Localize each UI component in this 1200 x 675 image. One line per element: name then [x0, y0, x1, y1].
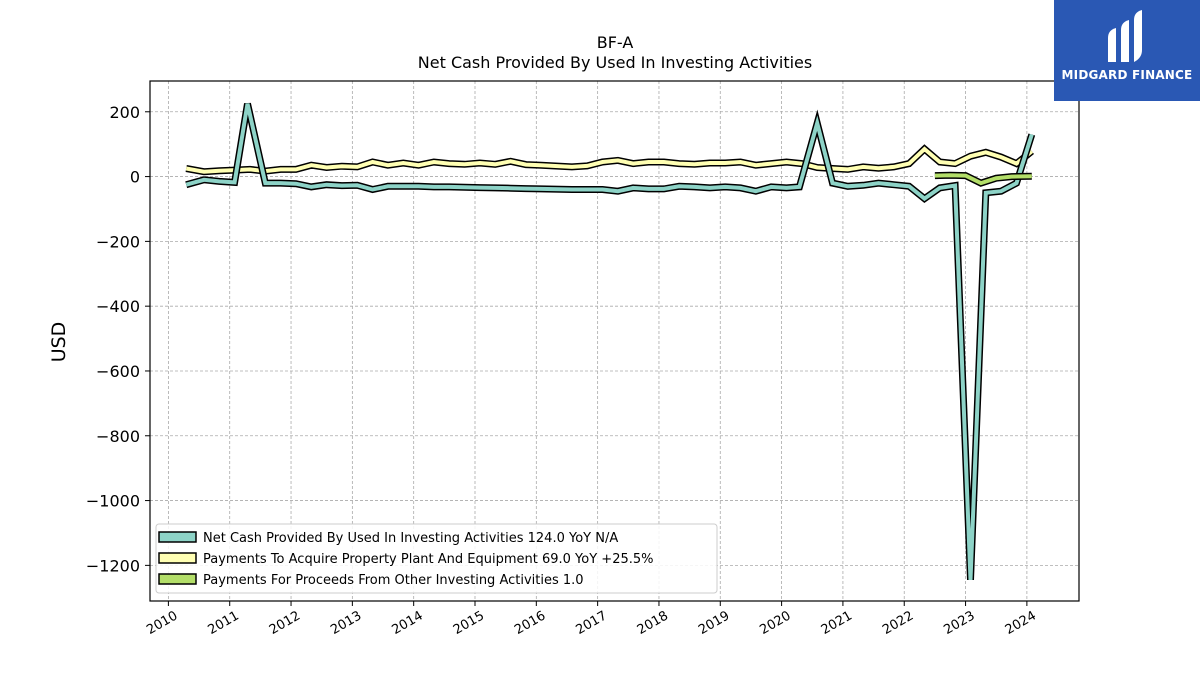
x-tick-label: 2023	[941, 608, 977, 638]
series-0	[185, 144, 1034, 176]
x-tick-label: 2022	[880, 608, 916, 638]
series-line-outline	[185, 102, 1036, 581]
x-tick-label: 2019	[696, 608, 732, 638]
legend-label: Payments For Proceeds From Other Investi…	[203, 573, 584, 588]
series-1	[185, 102, 1036, 581]
brand-name: MIDGARD FINANCE	[1061, 68, 1193, 82]
x-tick-label: 2010	[144, 608, 180, 638]
legend-swatch	[158, 531, 197, 543]
legend-label: Net Cash Provided By Used In Investing A…	[203, 531, 618, 546]
x-tick-label: 2013	[328, 608, 364, 638]
series-2	[934, 171, 1032, 187]
series-line	[934, 173, 1032, 186]
x-axis: 2010 2011 2012 2013 2014 2015 2016 2017 2018 2019…	[144, 601, 1039, 638]
x-tick-label: 2018	[635, 608, 671, 638]
y-tick-label: −800	[96, 427, 140, 446]
y-tick-label: −1200	[86, 556, 140, 575]
y-axis: 200 0 −200 −400 −600 −800 −1000 −1200	[86, 103, 150, 575]
chart-title: BF-A	[597, 33, 634, 52]
legend-swatch	[158, 552, 197, 564]
y-tick-label: 200	[109, 103, 140, 122]
chart-subtitle: Net Cash Provided By Used In Investing A…	[418, 53, 812, 72]
x-tick-label: 2020	[757, 608, 793, 638]
x-tick-label: 2014	[390, 608, 426, 638]
legend-box	[155, 523, 718, 594]
y-tick-label: 0	[130, 168, 140, 187]
legend: Net Cash Provided By Used In Investing A…	[155, 523, 718, 594]
x-tick-label: 2011	[206, 608, 242, 638]
x-tick-label: 2017	[573, 608, 609, 638]
y-tick-label: −400	[96, 297, 140, 316]
y-axis-label: USD	[48, 322, 70, 363]
x-tick-label: 2024	[1003, 608, 1039, 638]
x-tick-label: 2021	[819, 608, 855, 638]
y-tick-label: −200	[96, 232, 140, 251]
legend-label: Payments To Acquire Property Plant And E…	[203, 552, 654, 567]
brand-logo: MIDGARD FINANCE	[1054, 0, 1200, 101]
x-tick-label: 2016	[512, 608, 548, 638]
midgard-logo-mark-icon	[1108, 10, 1142, 62]
legend-swatch	[158, 573, 197, 585]
x-tick-label: 2015	[451, 608, 487, 638]
plot-frame	[149, 80, 1080, 602]
y-tick-label: −1000	[86, 492, 140, 511]
plot-lines	[185, 102, 1036, 581]
series-line	[185, 103, 1034, 580]
series-line	[185, 146, 1034, 174]
y-tick-label: −600	[96, 362, 140, 381]
x-tick-label: 2012	[267, 608, 303, 638]
